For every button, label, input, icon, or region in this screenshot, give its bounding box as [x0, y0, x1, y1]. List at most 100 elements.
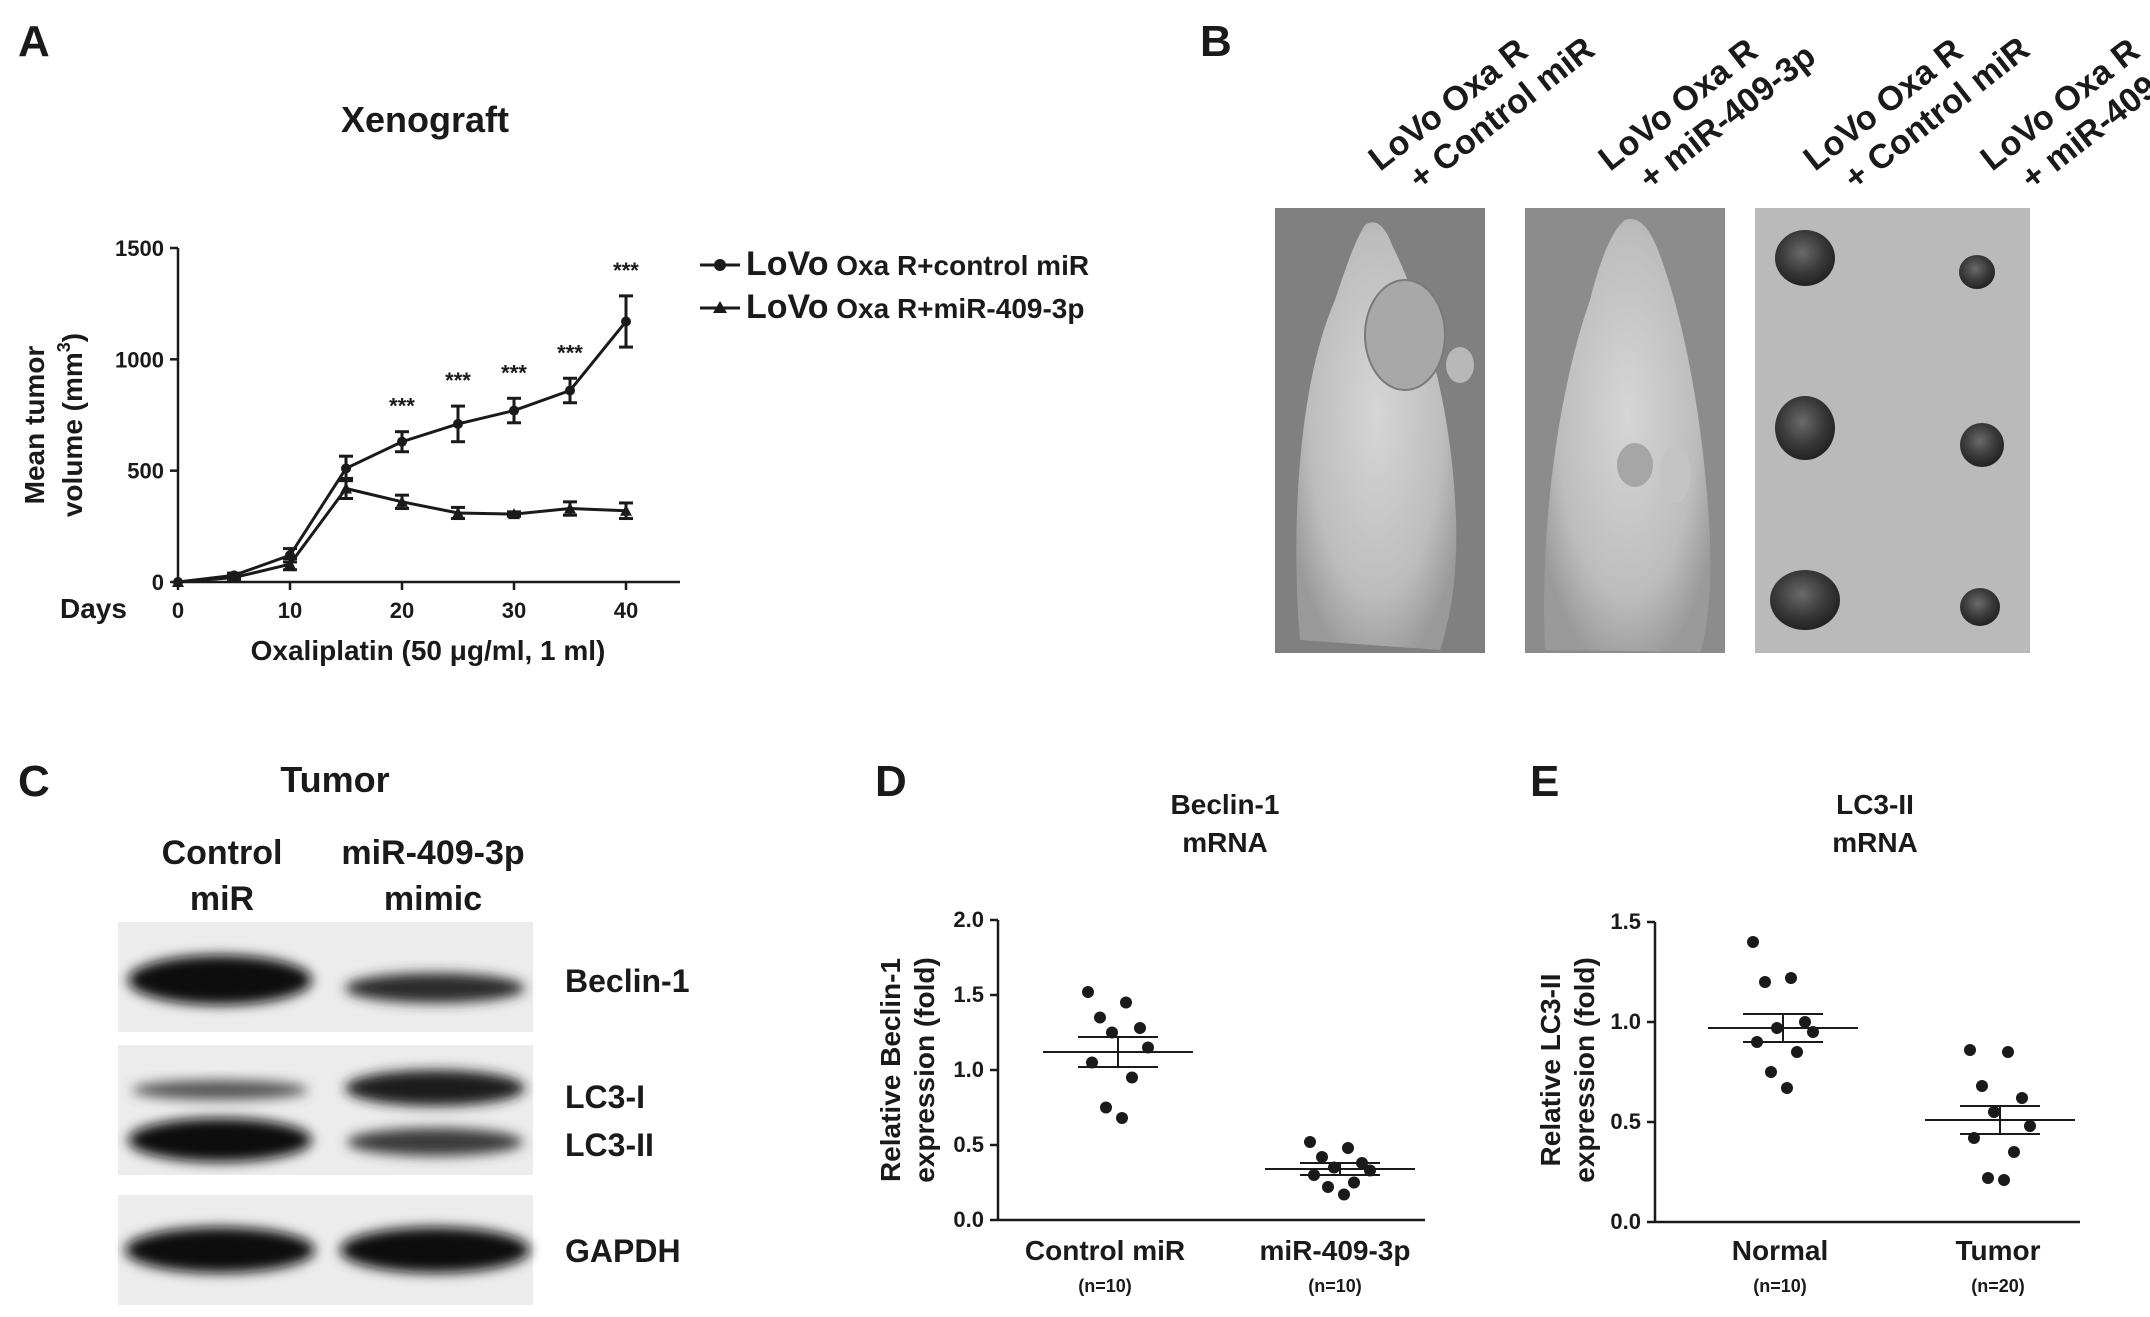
data-point — [1086, 1056, 1098, 1069]
data-point-triangle — [228, 571, 240, 583]
chart-d-category-2-n: (n=10) — [1308, 1276, 1362, 1296]
panel-letter-a: A — [18, 17, 50, 66]
data-point — [1142, 1041, 1154, 1054]
chart-a-series — [172, 294, 633, 587]
data-point — [1342, 1142, 1354, 1154]
data-point-triangle — [508, 508, 520, 520]
panel-c: C Tumor Control miR miR-409-3p mimic Bec… — [18, 757, 689, 1305]
lane-label-2-line1: miR-409-3p — [341, 834, 524, 872]
band-lc3i-mir409 — [345, 1070, 525, 1106]
legend-control-big: LoVo — [746, 245, 828, 283]
data-point — [1100, 1101, 1112, 1114]
y-tick-label: 0.5 — [1610, 1109, 1641, 1134]
significance-label: *** — [445, 368, 471, 393]
data-point — [1791, 1046, 1803, 1058]
y-tick-label: 1.0 — [953, 1057, 984, 1082]
y-tick-label: 1.5 — [1610, 909, 1641, 934]
chart-e-points — [1708, 936, 2075, 1186]
legend-control-rest: Oxa R+control miR — [828, 250, 1089, 281]
panel-letter-e: E — [1530, 757, 1559, 806]
chart-d-category-1-n: (n=10) — [1078, 1276, 1132, 1296]
chart-a-ylabel-close: ) — [57, 333, 88, 342]
data-point — [1785, 972, 1797, 984]
data-point — [1998, 1174, 2010, 1186]
data-point — [1120, 996, 1132, 1009]
data-point-circle — [565, 385, 575, 396]
band-label-beclin1: Beclin-1 — [565, 963, 689, 999]
chart-e-category-2: Tumor — [1955, 1235, 2040, 1266]
mouse-paw — [1659, 447, 1691, 503]
data-point — [1094, 1011, 1106, 1024]
panel-e: E LC3-II mRNA Relative LC3-II expression… — [1530, 757, 2080, 1296]
chart-e-ylabel: Relative LC3-II expression (fold) — [1535, 957, 1600, 1183]
band-lc3ii-mir409 — [347, 1128, 523, 1156]
data-point-circle — [453, 418, 463, 429]
band-lc3i-control — [132, 1080, 308, 1100]
band-control — [128, 955, 312, 1005]
data-point — [1134, 1022, 1146, 1034]
data-point — [1328, 1161, 1340, 1174]
tumor-mir409-2 — [1960, 423, 2004, 467]
chart-a-x-prefix: Days — [60, 593, 127, 624]
legend-mir409-rest: Oxa R+miR-409-3p — [828, 293, 1084, 324]
data-point — [1082, 986, 1094, 998]
tumor-control-3 — [1770, 570, 1840, 630]
photo-excised-tumors — [1755, 208, 2030, 653]
photo-label-1: LoVo Oxa R + Control miR — [1362, 30, 1602, 198]
data-point-circle — [621, 316, 631, 327]
photo-label-4: LoVo Oxa R + miR-409-3p — [1974, 31, 2150, 197]
y-tick-label: 1500 — [115, 236, 164, 261]
data-point — [1988, 1106, 2000, 1118]
blot-beclin1 — [118, 922, 533, 1032]
mouse-tumor-small — [1617, 443, 1653, 487]
chart-e-title-line1: LC3-II — [1836, 789, 1914, 820]
data-point-triangle — [564, 502, 576, 514]
data-point — [1964, 1044, 1976, 1056]
chart-d-ticks: 0.0 0.5 1.0 1.5 2.0 — [953, 907, 998, 1232]
panel-letter-b: B — [1200, 17, 1232, 66]
chart-e-ticks: 0.0 0.5 1.0 1.5 — [1610, 909, 1655, 1234]
chart-a-ylabel: Mean tumor volume (mm3) — [19, 333, 88, 517]
tumor-control-2 — [1775, 396, 1835, 460]
data-point-circle — [397, 436, 407, 447]
chart-d-points — [1043, 986, 1415, 1201]
significance-label: *** — [389, 394, 415, 419]
y-tick-label: 0.0 — [953, 1207, 984, 1232]
x-tick-label: 40 — [614, 598, 638, 623]
chart-e-title-line2: mRNA — [1832, 827, 1918, 858]
x-tick-label: 30 — [502, 598, 526, 623]
data-point-circle — [341, 463, 351, 474]
legend-item-mir409: LoVo Oxa R+miR-409-3p — [700, 288, 1084, 326]
blot-gapdh — [118, 1195, 533, 1305]
chart-a-ylabel-line1: Mean tumor — [19, 346, 50, 505]
significance-label: *** — [557, 340, 583, 365]
legend-mir409-big: LoVo — [746, 288, 828, 326]
photo-label-2: LoVo Oxa R + miR-409-3p — [1592, 31, 1823, 197]
chart-a-axes — [176, 248, 680, 584]
lane-label-1-line1: Control — [162, 834, 283, 872]
lane-label-2-line2: mimic — [384, 880, 482, 918]
chart-e-category-1-n: (n=10) — [1753, 1276, 1807, 1296]
tumor-control-1 — [1775, 230, 1835, 286]
photo-column-labels: LoVo Oxa R + Control miR LoVo Oxa R + mi… — [1362, 30, 2150, 198]
data-point — [2016, 1092, 2028, 1104]
chart-d-ylabel: Relative Beclin-1 expression (fold) — [875, 957, 940, 1183]
chart-a-ylabel-line2: volume (mm3) — [54, 333, 88, 517]
chart-d-ylabel-line2: expression (fold) — [909, 957, 940, 1183]
legend-item-control: LoVo Oxa R+control miR — [700, 245, 1089, 283]
data-point — [2002, 1046, 2014, 1058]
band-control — [125, 1227, 315, 1273]
chart-a-ylabel-sup: 3 — [54, 342, 74, 352]
chart-a-ylabel-main: volume (mm — [57, 352, 88, 517]
data-point — [1316, 1151, 1328, 1163]
y-tick-label: 1000 — [115, 347, 164, 372]
legend-marker-circle — [714, 259, 726, 271]
chart-a-title: Xenograft — [341, 99, 509, 140]
significance-label: *** — [501, 360, 527, 385]
chart-d-ylabel-line1: Relative Beclin-1 — [875, 958, 906, 1182]
data-point — [1799, 1016, 1811, 1028]
panel-b: B LoVo Oxa R + Control miR LoVo Oxa R + … — [1200, 17, 2150, 653]
chart-d-category-1: Control miR — [1025, 1235, 1185, 1266]
y-tick-label: 0 — [152, 570, 164, 595]
